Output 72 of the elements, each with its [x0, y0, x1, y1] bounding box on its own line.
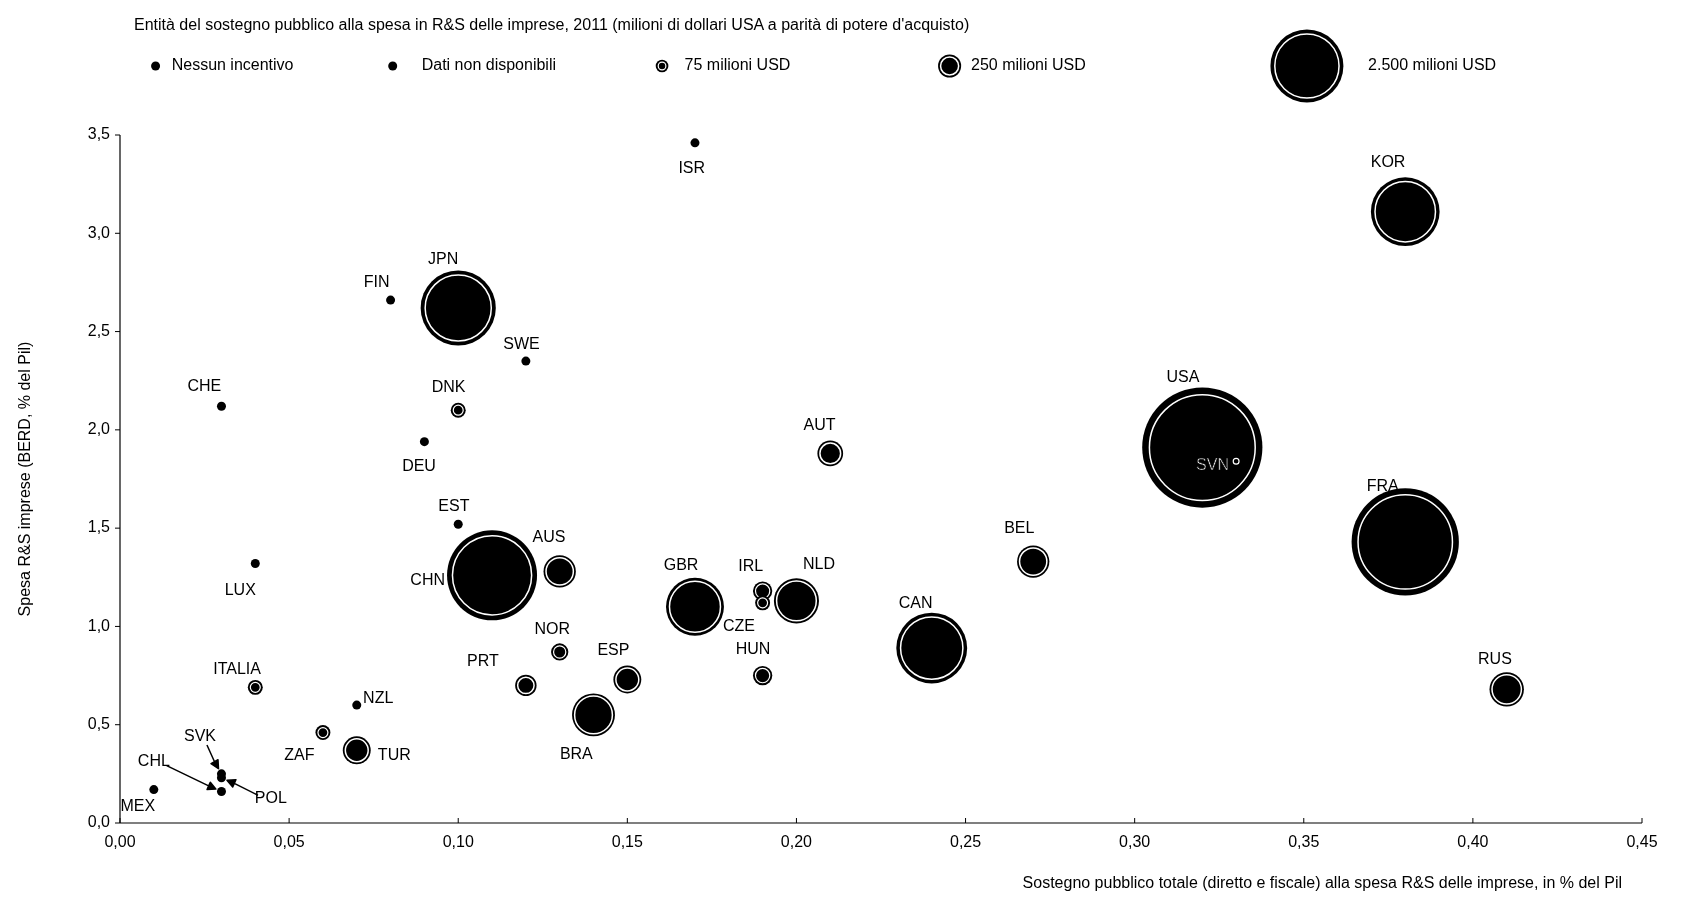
y-tick-label: 3,0 [87, 223, 111, 241]
chart-title: Entità del sostegno pubblico alla spesa in R&S delle imprese, 2011 (milioni di dollari USA a parità di potere d'acquisto) [134, 16, 970, 33]
data-label: NLD [802, 554, 835, 572]
legend-label: 2.500 milioni USD [1368, 56, 1497, 74]
point [352, 700, 362, 710]
data-label: ZAF [284, 746, 315, 764]
x-axis-title: Sostegno pubblico totale (diretto e fiscale) alla spesa R&S delle imprese, in % del Pil [1022, 874, 1622, 891]
x-tick-label: 0,00 [104, 833, 136, 850]
data-label: BEL [1004, 518, 1035, 536]
point [419, 437, 429, 447]
point [216, 787, 226, 797]
data-label: BRA [559, 744, 594, 762]
data-label: CHE [187, 377, 222, 395]
y-tick-label: 1,5 [87, 518, 111, 536]
point [216, 401, 226, 411]
data-label: SVN [1196, 455, 1229, 473]
data-label: FIN [363, 273, 390, 291]
data-label: HUN [735, 640, 771, 658]
x-tick-label: 0,30 [1119, 833, 1151, 850]
legend-label: Nessun incentivo [171, 56, 294, 74]
y-tick-label: 1,0 [87, 616, 111, 634]
legend-label: Dati non disponibili [421, 56, 556, 74]
data-label: CHN [410, 570, 445, 588]
data-label: NZL [363, 688, 394, 706]
data-label: CZE [723, 616, 756, 634]
point [250, 559, 260, 569]
data-label: AUT [803, 415, 836, 433]
data-label: ISR [678, 158, 706, 176]
data-label: RUS [1478, 649, 1512, 667]
data-label: MEX [120, 796, 156, 814]
data-label: CHL [137, 751, 170, 769]
data-label: TUR [377, 745, 411, 763]
legend-label: 75 milioni USD [684, 56, 791, 74]
data-label: SVK [184, 726, 217, 744]
data-label: IRL [738, 556, 764, 574]
data-label: JPN [428, 249, 459, 267]
point [386, 295, 396, 305]
data-label: GBR [663, 556, 699, 574]
data-label: POL [254, 789, 287, 807]
data-label: PRT [467, 652, 500, 670]
point [690, 138, 700, 148]
point [149, 785, 159, 795]
x-tick-label: 0,45 [1626, 833, 1658, 850]
data-label: CAN [898, 594, 933, 612]
data-label: NOR [534, 619, 570, 637]
y-tick-label: 0,5 [87, 714, 111, 732]
legend-label: 250 milioni USD [971, 56, 1086, 74]
x-tick-label: 0,10 [442, 833, 474, 850]
data-label: DNK [431, 377, 466, 395]
data-label: AUS [532, 528, 566, 546]
x-tick-label: 0,15 [611, 833, 644, 850]
x-tick-label: 0,25 [949, 833, 982, 850]
y-tick-label: 2,0 [87, 420, 111, 438]
y-axis-title: Spesa R&S imprese (BERD, % del Pil) [16, 341, 34, 617]
y-tick-label: 2,5 [87, 321, 111, 339]
data-label: KOR [1370, 152, 1406, 170]
x-tick-label: 0,35 [1288, 833, 1320, 850]
x-tick-label: 0,05 [273, 833, 305, 850]
y-tick-label: 3,5 [87, 125, 111, 143]
y-tick-label: 0,0 [87, 813, 111, 831]
data-label: FRA [1366, 477, 1400, 495]
data-label: SWE [503, 335, 540, 353]
data-label: ITALIA [213, 660, 262, 678]
data-label: EST [438, 497, 470, 515]
data-label: DEU [402, 456, 436, 474]
x-tick-label: 0,40 [1457, 833, 1489, 850]
data-label: ESP [597, 640, 630, 658]
x-tick-label: 0,20 [780, 833, 813, 850]
data-label: LUX [224, 580, 257, 598]
point [453, 519, 463, 529]
point [521, 356, 531, 366]
data-label: USA [1166, 368, 1200, 386]
